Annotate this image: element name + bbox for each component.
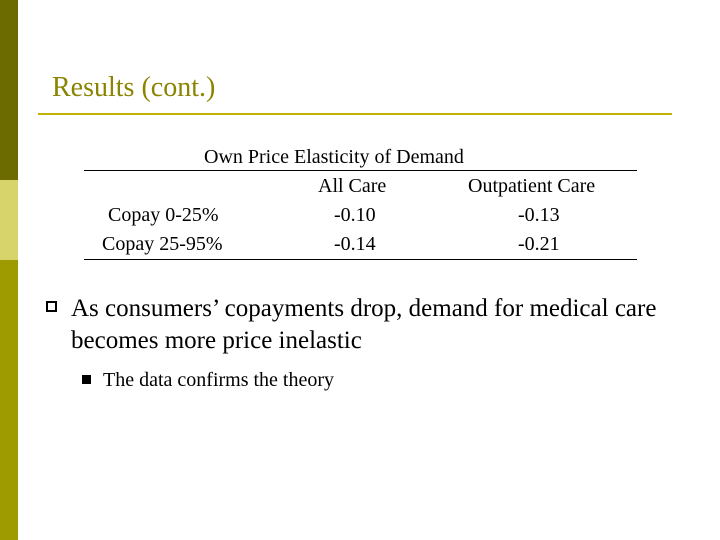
decor-bar-top	[0, 0, 18, 180]
table-top-rule	[84, 170, 637, 171]
filled-square-bullet-icon	[82, 375, 91, 384]
slide-title: Results (cont.)	[52, 72, 216, 103]
hollow-square-bullet-icon	[46, 301, 57, 312]
row-label-copay-25-95: Copay 25-95%	[102, 233, 223, 255]
column-header-outpatient-care: Outpatient Care	[468, 175, 596, 197]
table-caption: Own Price Elasticity of Demand	[204, 146, 464, 168]
cell-copay-0-25-outpatient: -0.13	[518, 204, 560, 226]
decor-bar-middle	[0, 180, 18, 260]
row-label-copay-0-25: Copay 0-25%	[108, 204, 219, 226]
column-header-all-care: All Care	[318, 175, 387, 197]
cell-copay-0-25-all-care: -0.10	[334, 204, 376, 226]
table-bottom-rule	[84, 259, 637, 260]
bullet-text: As consumers’ copayments drop, demand fo…	[71, 295, 657, 354]
title-underline	[38, 113, 672, 115]
sub-bullet-text: The data confirms the theory	[103, 369, 335, 391]
decor-bar-bottom	[0, 260, 18, 540]
cell-copay-25-95-all-care: -0.14	[334, 233, 376, 255]
cell-copay-25-95-outpatient: -0.21	[518, 233, 560, 255]
